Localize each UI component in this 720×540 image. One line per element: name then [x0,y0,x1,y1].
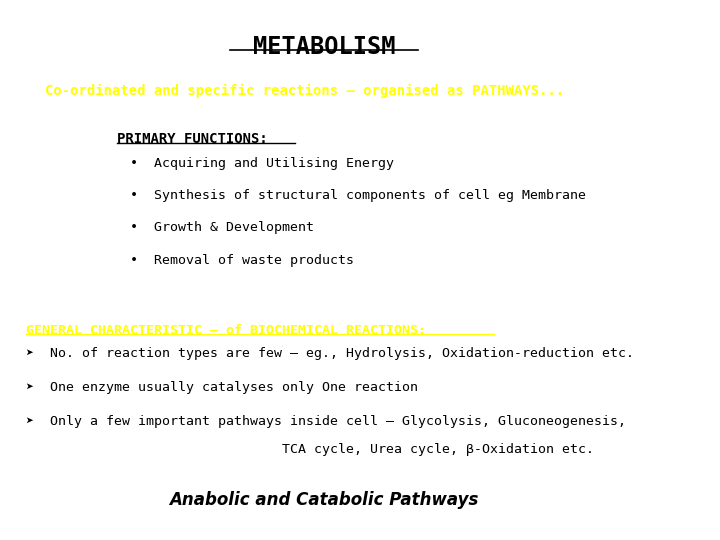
Text: METABOLISM: METABOLISM [253,35,395,59]
Text: •  Growth & Development: • Growth & Development [130,221,313,234]
Text: •  Acquiring and Utilising Energy: • Acquiring and Utilising Energy [130,157,394,170]
Text: GENERAL CHARACTERISTIC – of BIOCHEMICAL REACTIONS:: GENERAL CHARACTERISTIC – of BIOCHEMICAL … [26,324,426,337]
Text: Co-ordinated and specific reactions – organised as PATHWAYS...: Co-ordinated and specific reactions – or… [45,84,564,98]
Text: PRIMARY FUNCTIONS:: PRIMARY FUNCTIONS: [117,132,267,146]
Text: ➤  One enzyme usually catalyses only One reaction: ➤ One enzyme usually catalyses only One … [26,381,418,394]
Text: TCA cycle, Urea cycle, β-Oxidation etc.: TCA cycle, Urea cycle, β-Oxidation etc. [282,443,594,456]
Text: Anabolic and Catabolic Pathways: Anabolic and Catabolic Pathways [169,491,479,509]
Text: ➤  No. of reaction types are few – eg., Hydrolysis, Oxidation-reduction etc.: ➤ No. of reaction types are few – eg., H… [26,347,634,360]
Text: •  Removal of waste products: • Removal of waste products [130,254,354,267]
Text: •  Synthesis of structural components of cell eg Membrane: • Synthesis of structural components of … [130,189,585,202]
Text: ➤  Only a few important pathways inside cell – Glycolysis, Gluconeogenesis,: ➤ Only a few important pathways inside c… [26,415,626,428]
